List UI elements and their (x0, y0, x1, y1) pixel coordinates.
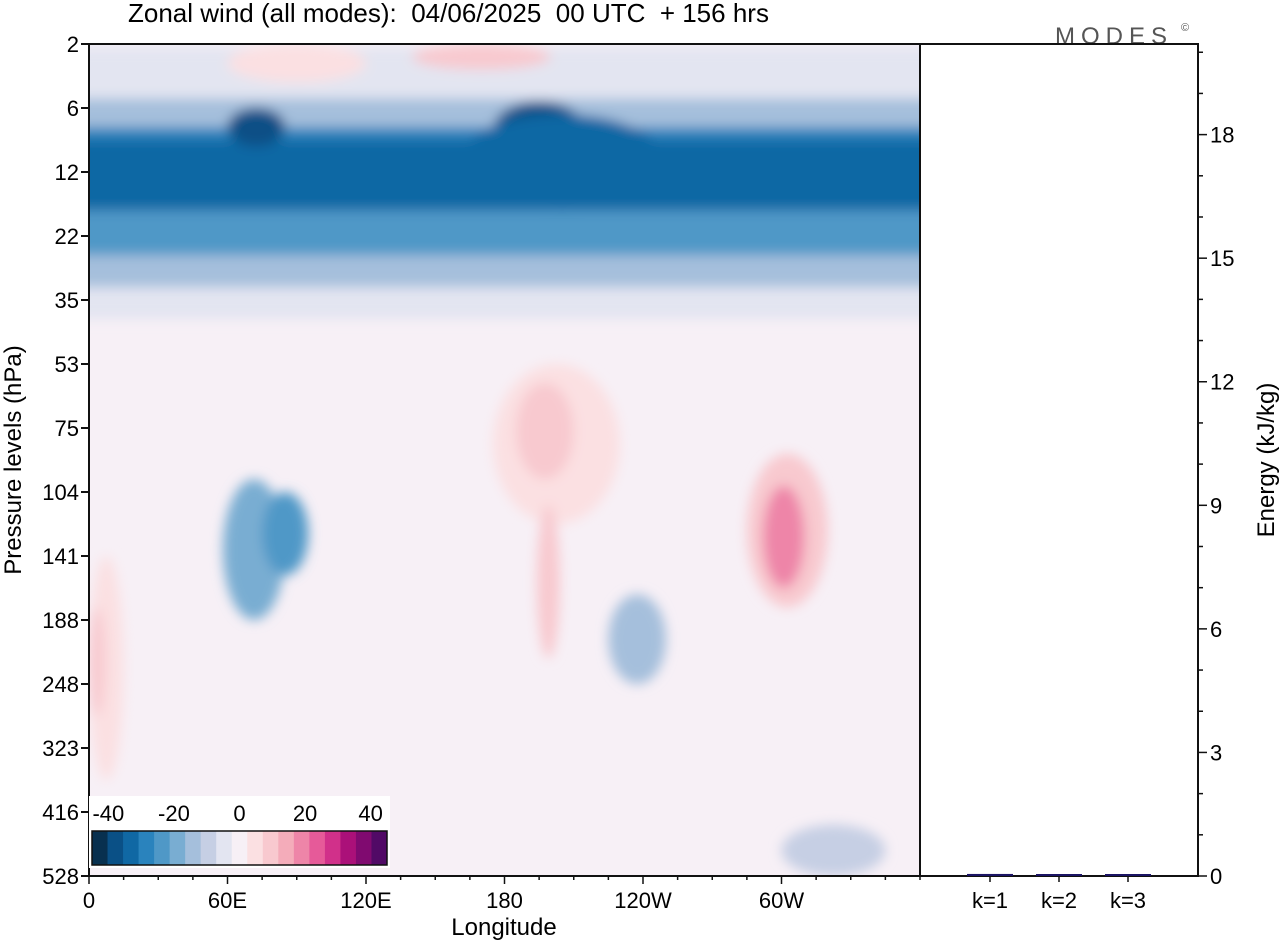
y-tick-label: 53 (55, 352, 79, 377)
colorbar-tick-label: 40 (358, 801, 382, 826)
colorbar-swatch (138, 831, 155, 865)
y-tick-label: 104 (42, 480, 79, 505)
field-band (89, 210, 920, 262)
colorbar-swatch (293, 831, 310, 865)
energy-axis-label: Energy (kJ/kg) (1253, 383, 1280, 538)
field-band (89, 287, 920, 320)
field-patch (262, 491, 309, 576)
energy-tick-label: 12 (1210, 370, 1234, 395)
energy-panel-frame (919, 43, 1199, 877)
energy-category-label: k=3 (1110, 888, 1146, 913)
wind-field (89, 44, 920, 876)
colorbar-swatch (278, 831, 295, 865)
energy-tick-label: 18 (1210, 123, 1234, 148)
field-patch (412, 684, 482, 844)
colorbar-swatch (92, 831, 109, 865)
energy-tick-label: 0 (1210, 864, 1222, 889)
colorbar-swatch (309, 831, 326, 865)
x-tick-label: 60W (759, 888, 804, 913)
field-patch (458, 114, 667, 211)
colorbar-swatch (355, 831, 372, 865)
energy-category-label: k=2 (1041, 888, 1077, 913)
y-axis-label: Pressure levels (hPa) (0, 345, 27, 574)
pressure-axis: 2 6 12 22 35 53 75 104 141 188 248 323 416 528 (42, 32, 89, 889)
field-patch (516, 383, 574, 480)
colorbar-swatch (340, 831, 357, 865)
energy-tick-label: 15 (1210, 246, 1234, 271)
logo-mark: © (1181, 22, 1189, 34)
chart-title: Zonal wind (all modes): 04/06/2025 00 UT… (128, 0, 769, 28)
y-tick-label: 141 (42, 544, 79, 569)
colorbar: -40 -20 0 20 40 (89, 796, 390, 868)
field-patch (608, 594, 667, 684)
colorbar-tick-label: -40 (92, 801, 124, 826)
energy-bar (1105, 874, 1151, 876)
colorbar-swatch (231, 831, 248, 865)
wind-heatmap (89, 44, 920, 876)
energy-category-label: k=1 (972, 888, 1008, 913)
colorbar-swatch (154, 831, 171, 865)
energy-bar (967, 873, 1013, 876)
energy-tick-label: 6 (1210, 617, 1222, 642)
energy-tick-label: 9 (1210, 493, 1222, 518)
x-tick-label: 120E (340, 888, 391, 913)
colorbar-swatch (200, 831, 217, 865)
energy-bar-chart: 0 3 6 9 12 15 18 k=1 k=2 k=3 (967, 51, 1234, 913)
energy-bar (1036, 874, 1082, 876)
y-tick-label: 22 (55, 224, 79, 249)
field-patch (89, 607, 106, 716)
colorbar-swatch (216, 831, 233, 865)
x-tick-label: 0 (83, 888, 95, 913)
colorbar-swatch (371, 831, 388, 865)
y-tick-label: 12 (55, 160, 79, 185)
longitude-axis: 0 60E 120E 180 120W 60W (83, 876, 921, 913)
colorbar-tick-label: 0 (233, 801, 245, 826)
colorbar-swatch (123, 831, 140, 865)
colorbar-frame (91, 830, 388, 866)
x-tick-label: 180 (486, 888, 523, 913)
y-tick-label: 2 (67, 32, 79, 57)
y-tick-label: 416 (42, 800, 79, 825)
colorbar-tick-label: 20 (293, 801, 317, 826)
colorbar-swatch (169, 831, 186, 865)
colorbar-swatch (324, 831, 341, 865)
field-patch (763, 485, 805, 588)
field-patch (227, 108, 286, 147)
y-tick-label: 188 (42, 608, 79, 633)
field-patch (227, 44, 366, 83)
x-tick-label: 120W (614, 888, 672, 913)
field-patch (536, 504, 560, 659)
field-patch (781, 824, 886, 876)
energy-tick-label: 3 (1210, 740, 1222, 765)
y-tick-label: 248 (42, 672, 79, 697)
y-tick-label: 35 (55, 288, 79, 313)
y-tick-label: 75 (55, 416, 79, 441)
y-tick-label: 323 (42, 736, 79, 761)
colorbar-swatch (107, 831, 124, 865)
x-tick-label: 60E (208, 888, 247, 913)
y-tick-label: 6 (67, 96, 79, 121)
colorbar-swatch (185, 831, 202, 865)
colorbar-swatch (262, 831, 279, 865)
x-axis-label: Longitude (451, 914, 556, 941)
field-patch (412, 44, 551, 70)
colorbar-swatch (247, 831, 264, 865)
y-tick-label: 528 (42, 864, 79, 889)
colorbar-tick-label: -20 (158, 801, 190, 826)
